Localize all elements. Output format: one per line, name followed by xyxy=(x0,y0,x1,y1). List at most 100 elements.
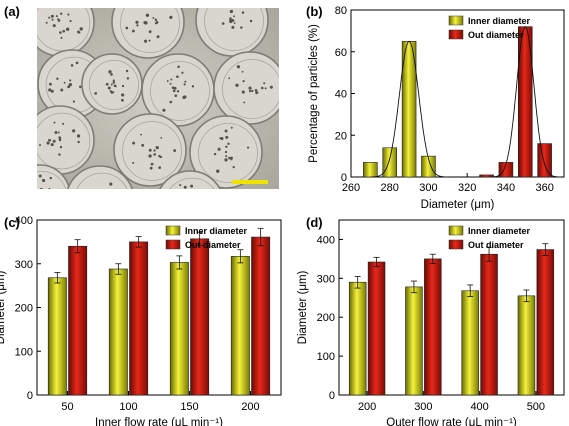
x-axis-label: Diameter (μm) xyxy=(421,199,495,211)
bar-outer xyxy=(129,241,149,396)
x-tick-label: 360 xyxy=(535,182,553,194)
y-tick-label: 100 xyxy=(15,346,33,358)
x-axis-label: Inner flow rate (μL min⁻¹) xyxy=(95,417,223,426)
x-tick-label: 200 xyxy=(241,401,259,413)
x-tick-label: 500 xyxy=(527,401,545,413)
x-tick-label: 300 xyxy=(414,401,432,413)
bar-outer xyxy=(190,238,210,396)
error-bar xyxy=(410,280,417,294)
error-bar xyxy=(486,246,493,262)
y-tick-label: 0 xyxy=(27,390,33,402)
y-tick-label: 400 xyxy=(317,234,335,246)
panel-b-label: (b) xyxy=(306,4,323,19)
error-bar xyxy=(429,253,436,264)
error-bar xyxy=(74,239,81,254)
gaussian-fit-curve xyxy=(370,40,448,178)
y-tick-label: 40 xyxy=(335,89,347,101)
panel-c: (c) 0 100 200 300 400 Diameter (μm) Inner flow… xyxy=(0,215,282,426)
legend-label: Out diameter xyxy=(468,240,524,250)
y-axis-label: Diameter (μm) xyxy=(0,270,7,344)
legend-swatch xyxy=(165,239,181,250)
y-tick-label: 80 xyxy=(335,5,347,17)
error-bar xyxy=(257,227,264,247)
scale-bar xyxy=(232,180,268,184)
plot-frame xyxy=(338,219,565,396)
bar-inner xyxy=(517,295,536,396)
y-axis-label: Percentage of particles (%) xyxy=(308,24,320,163)
bar-inner xyxy=(363,162,378,178)
error-bar xyxy=(467,284,474,298)
bar-outer xyxy=(480,253,498,396)
panel-d: (d) 0 100 200 300 400 Diameter (μm) Outer flow… xyxy=(297,215,565,426)
y-tick-label: 20 xyxy=(335,130,347,142)
error-bar xyxy=(373,256,380,268)
bar-inner xyxy=(47,277,67,396)
bar-outer xyxy=(536,249,555,396)
y-tick-label: 0 xyxy=(329,390,335,402)
x-tick-label: 260 xyxy=(342,182,360,194)
x-tick-label: 50 xyxy=(61,401,73,413)
x-tick-label: 280 xyxy=(381,182,399,194)
microcapsule xyxy=(213,51,279,125)
y-tick-label: 300 xyxy=(15,259,33,271)
error-bar xyxy=(523,289,530,303)
y-tick-label: 200 xyxy=(15,303,33,315)
microcapsule xyxy=(66,165,134,189)
x-tick-label: 320 xyxy=(458,182,476,194)
bar-inner xyxy=(421,155,436,178)
legend-label: Inner diameter xyxy=(468,16,531,26)
x-axis-label: Outer flow rate (μL min⁻¹) xyxy=(386,417,517,426)
panel-b: (b) 0 20 40 60 80 Percentage of particles (%)… xyxy=(306,4,565,211)
bar-outer xyxy=(537,143,552,178)
y-tick-label: 100 xyxy=(317,351,335,363)
legend-swatch xyxy=(448,239,464,250)
x-tick-label: 340 xyxy=(497,182,515,194)
y-tick-label: 400 xyxy=(15,215,33,227)
panel-a-label: (a) xyxy=(4,4,20,19)
x-tick-label: 100 xyxy=(119,401,137,413)
microcapsule xyxy=(111,8,185,59)
x-tick-label: 200 xyxy=(358,401,376,413)
bar-outer xyxy=(367,261,386,396)
legend-label: Inner diameter xyxy=(185,226,248,236)
y-tick-label: 60 xyxy=(335,47,347,59)
microcapsule xyxy=(159,170,221,189)
x-tick-label: 400 xyxy=(470,401,488,413)
bar-inner xyxy=(401,41,417,178)
bar-inner xyxy=(169,262,189,396)
legend-label: Out diameter xyxy=(468,30,524,40)
bar-outer xyxy=(68,245,88,396)
error-bar xyxy=(176,255,183,270)
legend-swatch xyxy=(165,225,181,236)
x-tick-label: 150 xyxy=(180,401,198,413)
panel-d-label: (d) xyxy=(306,215,323,230)
gaussian-fit-curve xyxy=(490,26,561,178)
panel-c-label: (c) xyxy=(4,215,20,230)
error-bar xyxy=(542,243,549,256)
error-bar xyxy=(237,249,244,264)
x-tick-label: 300 xyxy=(419,182,437,194)
y-tick-label: 300 xyxy=(317,273,335,285)
bar-inner xyxy=(405,286,423,396)
legend-label: Inner diameter xyxy=(468,226,531,236)
bar-inner xyxy=(348,281,367,396)
microcapsule xyxy=(37,164,71,189)
bar-inner xyxy=(108,268,128,396)
error-bar xyxy=(115,263,122,275)
error-bar xyxy=(196,231,203,246)
bar-inner xyxy=(382,147,397,178)
error-bar xyxy=(354,275,361,289)
bar-outer xyxy=(498,162,514,178)
legend-label: Out diameter xyxy=(185,240,241,250)
bar-outer xyxy=(424,258,442,396)
error-bar xyxy=(135,236,142,248)
micrograph-image xyxy=(37,8,279,189)
panel-a: (a) xyxy=(4,4,279,189)
legend-swatch xyxy=(448,15,464,26)
bar-outer xyxy=(251,236,271,396)
error-bar xyxy=(54,272,61,284)
legend-swatch xyxy=(448,29,464,40)
legend-swatch xyxy=(448,225,464,236)
y-axis-label: Diameter (μm) xyxy=(297,270,309,344)
